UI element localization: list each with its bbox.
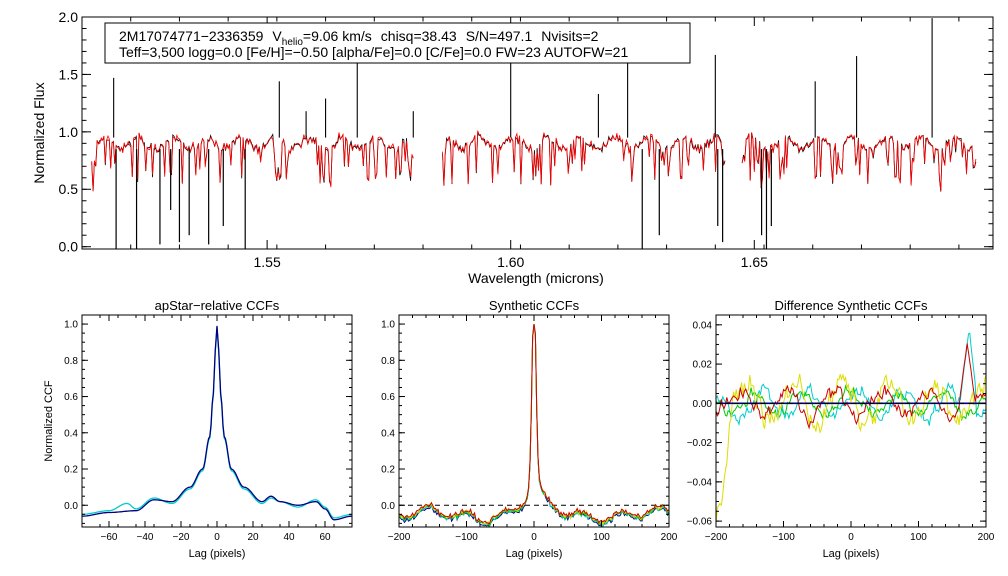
apstar-x-tick-label: −60 <box>101 532 118 543</box>
apstar-axes: −60 −40 −20 0 20 40 60 0.0 0.2 0.4 0.6 0.8 1.0 <box>64 314 353 543</box>
difference-x-tick-label: 0 <box>848 532 854 543</box>
difference-y-tick-label: −0.02 <box>687 438 713 449</box>
apstar-x-tick-label: 40 <box>283 532 295 543</box>
synthetic-ccf-line-ccf-5 <box>399 324 669 525</box>
spectrum-y-label: Normalized Flux <box>31 82 47 183</box>
spectrum-y-tick-label: 2.0 <box>59 9 79 25</box>
difference-ccf-panel: −200 −100 0 100 200 −0.06 −0.04 −0.02 0.00 0.02 0.… <box>687 298 995 560</box>
difference-y-tick-label: −0.04 <box>687 477 713 488</box>
synthetic-y-tick-label: 0.0 <box>381 501 395 512</box>
model-spectrum-line <box>442 130 726 186</box>
model-spectrum-line <box>91 132 414 191</box>
info-line-1: 2M17074771−2336359 Vhelio=9.06 km/s chisq=… <box>119 28 599 48</box>
synthetic-y-tick-label: 0.2 <box>381 465 395 476</box>
vhelio-subscript: helio <box>282 37 304 48</box>
spectrum-plot-frame <box>81 16 994 250</box>
spectrum-axes: 1.55 1.60 1.65 0.0 0.5 1.0 1.5 2.0 <box>59 9 993 270</box>
synthetic-x-tick-label: 200 <box>661 532 678 543</box>
difference-x-label: Lag (pixels) <box>823 548 880 560</box>
apstar-y-label: Normalized CCF <box>43 380 55 462</box>
spectrum-y-tick-label: 0.5 <box>59 181 79 197</box>
synthetic-x-label: Lag (pixels) <box>506 548 563 560</box>
spectrum-x-tick-label: 1.60 <box>497 254 524 270</box>
synthetic-x-tick-label: −200 <box>388 532 411 543</box>
apstar-title: apStar−relative CCFs <box>155 298 280 313</box>
spectrum-x-tick-label: 1.65 <box>741 254 768 270</box>
spectrum-lines <box>91 18 977 249</box>
spectrum-info-box: 2M17074771−2336359 Vhelio=9.06 km/s chisq=… <box>104 22 691 64</box>
difference-x-tick-label: −200 <box>705 532 728 543</box>
apstar-y-tick-label: 1.0 <box>64 320 78 331</box>
apstar-ccf-line-visit-2 <box>82 327 352 519</box>
apstar-x-label: Lag (pixels) <box>189 548 246 560</box>
spectrum-x-tick-label: 1.55 <box>253 254 280 270</box>
difference-plot-frame <box>715 314 987 528</box>
difference-ccf-line-diff-3 <box>716 384 986 422</box>
synthetic-title: Synthetic CCFs <box>489 298 580 313</box>
synthetic-x-tick-label: 100 <box>593 532 610 543</box>
synthetic-ccf-line-ccf-3 <box>399 324 669 527</box>
spectrum-panel: 1.55 1.60 1.65 0.0 0.5 1.0 1.5 2.0 2M17074771−2… <box>31 9 994 286</box>
spectrum-y-tick-label: 0.0 <box>59 239 79 255</box>
synthetic-x-tick-label: −100 <box>455 532 478 543</box>
difference-ccf-lines <box>716 332 986 523</box>
spectrum-x-label: Wavelength (microns) <box>468 270 604 286</box>
apstar-y-tick-label: 0.2 <box>64 465 78 476</box>
apstar-x-tick-label: −20 <box>173 532 190 543</box>
spectrum-y-tick-label: 1.5 <box>59 66 79 82</box>
sn-value: S/N=497.1 <box>466 28 533 44</box>
difference-y-tick-label: 0.00 <box>693 399 713 410</box>
nvisits-value: Nvisits=2 <box>541 28 598 44</box>
chisq-value: chisq=38.43 <box>381 28 457 44</box>
difference-y-tick-label: −0.06 <box>687 517 713 528</box>
observed-spectrum-line <box>91 132 414 192</box>
apstar-x-tick-label: 0 <box>214 532 220 543</box>
apstar-ccf-panel: −60 −40 −20 0 20 40 60 0.0 0.2 0.4 0.6 0.8 1.0 apSta… <box>43 298 353 560</box>
apstar-y-tick-label: 0.8 <box>64 356 78 367</box>
vhelio-value: =9.06 km/s <box>303 28 372 44</box>
synthetic-y-tick-label: 0.6 <box>381 392 395 403</box>
apstar-x-tick-label: −40 <box>137 532 154 543</box>
apstar-y-tick-label: 0.4 <box>64 428 78 439</box>
synthetic-y-tick-label: 0.4 <box>381 428 395 439</box>
apstar-y-tick-label: 0.0 <box>64 501 78 512</box>
apstar-ccf-line-visit-1 <box>82 325 352 521</box>
apstar-x-tick-label: 20 <box>247 532 259 543</box>
synthetic-ccf-panel: −200 −100 0 100 200 0.0 0.2 0.4 0.6 0.8 1.0 Synthe… <box>381 298 678 560</box>
info-box-frame <box>104 22 691 64</box>
synthetic-ccf-line-ccf-4 <box>399 324 669 527</box>
difference-title: Difference Synthetic CCFs <box>775 298 928 313</box>
difference-ccf-line-diff-5 <box>716 343 986 430</box>
model-spectrum-line <box>741 132 977 192</box>
apstar-ccf-lines <box>82 325 352 521</box>
apstar-x-tick-label: 60 <box>319 532 331 543</box>
synthetic-ccf-line-ccf-1 <box>399 324 669 527</box>
synthetic-y-tick-label: 0.8 <box>381 356 395 367</box>
info-line-2: Teff=3,500 logg=0.0 [Fe/H]=−0.50 [alpha/… <box>119 44 628 60</box>
difference-x-tick-label: −100 <box>772 532 795 543</box>
difference-x-tick-label: 200 <box>978 532 995 543</box>
synthetic-ccf-line-ccf-2 <box>399 324 669 527</box>
star-id: 2M17074771−2336359 <box>119 28 264 44</box>
apstar-y-tick-label: 0.6 <box>64 392 78 403</box>
vhelio-prefix: V <box>272 28 282 44</box>
difference-y-tick-label: 0.04 <box>693 320 713 331</box>
synthetic-ccf-lines <box>399 324 669 527</box>
synthetic-x-tick-label: 0 <box>531 532 537 543</box>
synthetic-axes: −200 −100 0 100 200 0.0 0.2 0.4 0.6 0.8 1.0 <box>381 314 678 543</box>
spectrum-y-tick-label: 1.0 <box>59 124 79 140</box>
difference-x-tick-label: 100 <box>910 532 927 543</box>
synthetic-y-tick-label: 1.0 <box>381 320 395 331</box>
synthetic-plot-frame <box>398 314 670 528</box>
difference-axes: −200 −100 0 100 200 −0.06 −0.04 −0.02 0.00 0.02 0.… <box>687 315 995 543</box>
difference-y-tick-label: 0.02 <box>693 360 713 371</box>
apstar-plot-frame <box>81 314 353 528</box>
